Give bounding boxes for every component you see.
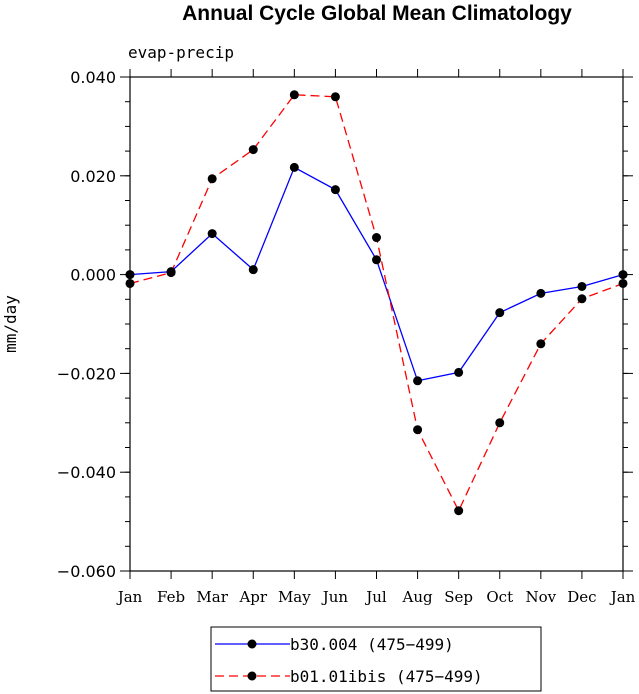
x-tick-label: Dec bbox=[567, 588, 596, 606]
x-tick-label: Aug bbox=[402, 588, 433, 606]
legend-label-1: b01.01ibis (475−499) bbox=[290, 667, 483, 686]
data-point-0 bbox=[289, 162, 299, 172]
data-point-0 bbox=[207, 229, 217, 239]
legend-marker-1 bbox=[247, 671, 257, 681]
chart-title: Annual Cycle Global Mean Climatology bbox=[182, 2, 572, 25]
data-point-1 bbox=[577, 294, 587, 304]
legend-label-0: b30.004 (475−499) bbox=[290, 635, 454, 654]
x-tick-label: Jul bbox=[364, 588, 387, 606]
data-point-0 bbox=[495, 308, 505, 318]
x-tick-label: Oct bbox=[486, 588, 513, 606]
y-tick-label: 0.040 bbox=[70, 68, 116, 87]
plot-frame bbox=[129, 76, 624, 572]
data-point-1 bbox=[125, 278, 135, 288]
series-line-1 bbox=[129, 94, 624, 513]
y-tick-label: −0.040 bbox=[57, 463, 116, 482]
data-point-0 bbox=[125, 270, 135, 280]
x-tick-label: Feb bbox=[157, 588, 185, 606]
data-point-0 bbox=[454, 367, 464, 377]
legend: b30.004 (475−499) b01.01ibis (475−499) bbox=[210, 626, 542, 692]
x-tick-label: Apr bbox=[238, 588, 267, 606]
y-tick-label: 0.020 bbox=[70, 167, 116, 186]
x-tick-label: Jan bbox=[609, 588, 636, 606]
x-tick-label: Jun bbox=[321, 588, 349, 606]
y-axis-label: mm/day bbox=[1, 295, 20, 353]
data-point-0 bbox=[413, 376, 423, 386]
data-point-1 bbox=[454, 506, 464, 516]
y-tick-label: 0.000 bbox=[70, 266, 116, 285]
legend-box bbox=[210, 626, 542, 692]
data-point-1 bbox=[413, 425, 423, 435]
data-point-0 bbox=[536, 288, 546, 298]
x-tick-label: May bbox=[278, 588, 311, 606]
data-point-1 bbox=[618, 278, 628, 288]
data-point-1 bbox=[536, 339, 546, 349]
x-tick-label: Sep bbox=[444, 588, 473, 606]
series-line-0 bbox=[129, 166, 624, 382]
data-point-1 bbox=[330, 92, 340, 102]
data-point-1 bbox=[372, 233, 381, 243]
x-tick-label: Jan bbox=[116, 588, 143, 606]
data-point-0 bbox=[330, 185, 340, 195]
data-point-1 bbox=[248, 145, 258, 155]
data-point-1 bbox=[207, 174, 217, 184]
data-point-0 bbox=[248, 265, 258, 275]
x-tick-label: Nov bbox=[526, 588, 557, 606]
data-point-1 bbox=[495, 418, 505, 428]
y-tick-label: −0.020 bbox=[57, 364, 116, 383]
data-point-1 bbox=[166, 268, 176, 278]
y-tick-label: −0.060 bbox=[57, 562, 116, 581]
data-point-1 bbox=[289, 90, 299, 100]
chart-subtitle: evap-precip bbox=[128, 43, 234, 62]
data-point-0 bbox=[618, 270, 628, 280]
data-point-0 bbox=[372, 255, 381, 265]
data-point-0 bbox=[577, 281, 587, 291]
legend-marker-0 bbox=[247, 639, 257, 649]
x-tick-label: Mar bbox=[196, 588, 228, 606]
